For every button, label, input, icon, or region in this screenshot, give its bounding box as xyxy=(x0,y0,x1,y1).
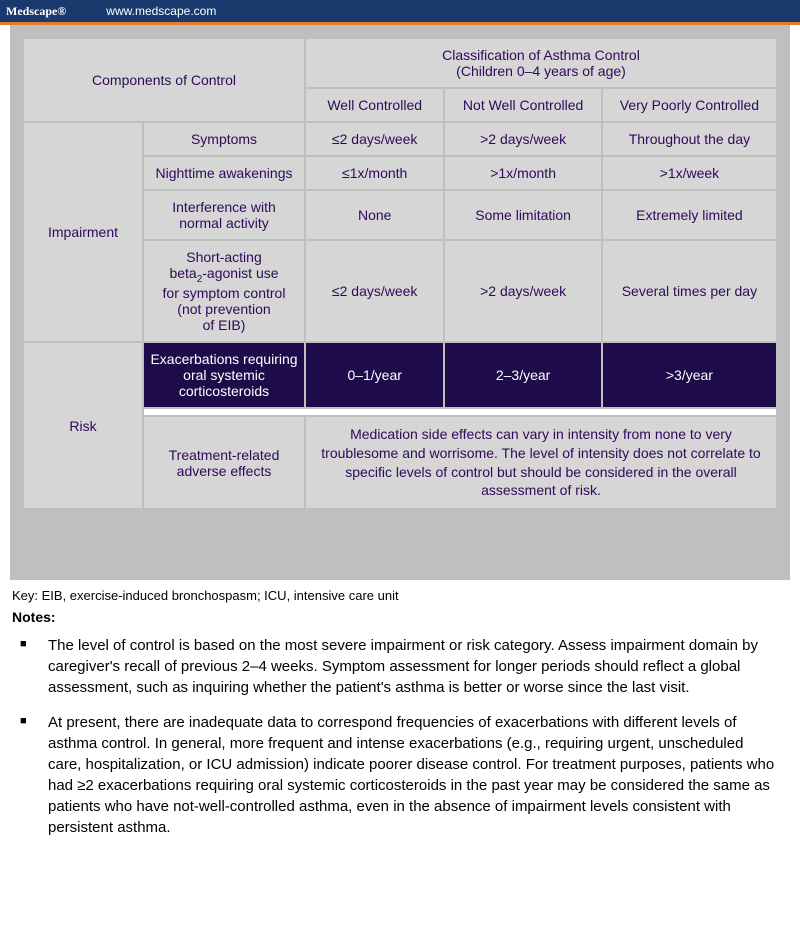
r4-line3: for symptom control xyxy=(150,285,298,301)
cell-r2-notwell: >1x/month xyxy=(445,157,600,189)
note-2: At present, there are inadequate data to… xyxy=(20,712,780,838)
cell-r1-notwell: >2 days/week xyxy=(445,123,600,155)
table-container: Components of Control Classification of … xyxy=(10,25,790,580)
asthma-control-table: Components of Control Classification of … xyxy=(22,37,778,510)
cell-r3-notwell: Some limitation xyxy=(445,191,600,239)
rowhead-risk: Risk xyxy=(24,343,142,509)
r4-line4: (not prevention xyxy=(150,301,298,317)
cell-r5-notwell: 2–3/year xyxy=(445,343,600,407)
cell-r1-well: ≤2 days/week xyxy=(306,123,443,155)
key-line: Key: EIB, exercise-induced bronchospasm;… xyxy=(12,588,788,603)
header-notwell-text: Not Well Controlled xyxy=(451,97,594,113)
header-classification: Classification of Asthma Control (Childr… xyxy=(306,39,776,87)
brand-label: Medscape® xyxy=(6,4,66,19)
brand-text: Medscape® xyxy=(6,4,66,18)
brand-url: www.medscape.com xyxy=(106,4,216,18)
row-exacerbations: Risk Exacerbations requiring oral system… xyxy=(24,343,776,407)
page-content: Components of Control Classification of … xyxy=(0,25,800,862)
cell-r3-well: None xyxy=(306,191,443,239)
cell-r4-verypoor: Several times per day xyxy=(603,241,776,341)
r4-line1: Short-acting xyxy=(150,249,298,265)
notes-list: The level of control is based on the mos… xyxy=(10,635,790,838)
cell-r4-label: Short-acting beta2-agonist use for sympt… xyxy=(144,241,304,341)
cell-r3-label: Interference with normal activity xyxy=(144,191,304,239)
header-notwell: Not Well Controlled xyxy=(445,89,600,121)
topbar: Medscape® www.medscape.com xyxy=(0,0,800,22)
header-components: Components of Control xyxy=(24,39,304,121)
cell-r5-label: Exacerbations requiring oral systemic co… xyxy=(144,343,304,407)
cell-r5-well: 0–1/year xyxy=(306,343,443,407)
r4-line5: of EIB) xyxy=(150,317,298,333)
classification-line2: (Children 0–4 years of age) xyxy=(312,63,770,79)
header-verypoor-text: Very Poorly Controlled xyxy=(609,97,770,113)
cell-r2-label: Nighttime awakenings xyxy=(144,157,304,189)
cell-r6-merged: Medication side effects can vary in inte… xyxy=(306,417,776,509)
spacer-cell xyxy=(144,409,776,415)
header-well-text: Well Controlled xyxy=(312,97,437,113)
cell-r4-notwell: >2 days/week xyxy=(445,241,600,341)
cell-r2-verypoor: >1x/week xyxy=(603,157,776,189)
header-verypoor: Very Poorly Controlled xyxy=(603,89,776,121)
notes-label: Notes: xyxy=(12,609,788,625)
cell-r6-label: Treatment-related adverse effects xyxy=(144,417,304,509)
cell-r4-well: ≤2 days/week xyxy=(306,241,443,341)
r4-agonist: -agonist use xyxy=(202,265,278,281)
header-row-1: Components of Control Classification of … xyxy=(24,39,776,87)
r4-beta: beta xyxy=(169,265,196,281)
cell-r1-verypoor: Throughout the day xyxy=(603,123,776,155)
r4-line2: beta2-agonist use xyxy=(150,265,298,285)
note-1: The level of control is based on the mos… xyxy=(20,635,780,698)
cell-r1-label: Symptoms xyxy=(144,123,304,155)
cell-r3-verypoor: Extremely limited xyxy=(603,191,776,239)
row-symptoms: Impairment Symptoms ≤2 days/week >2 days… xyxy=(24,123,776,155)
classification-line1: Classification of Asthma Control xyxy=(312,47,770,63)
rowhead-impairment: Impairment xyxy=(24,123,142,341)
header-well: Well Controlled xyxy=(306,89,443,121)
cell-r5-verypoor: >3/year xyxy=(603,343,776,407)
cell-r2-well: ≤1x/month xyxy=(306,157,443,189)
